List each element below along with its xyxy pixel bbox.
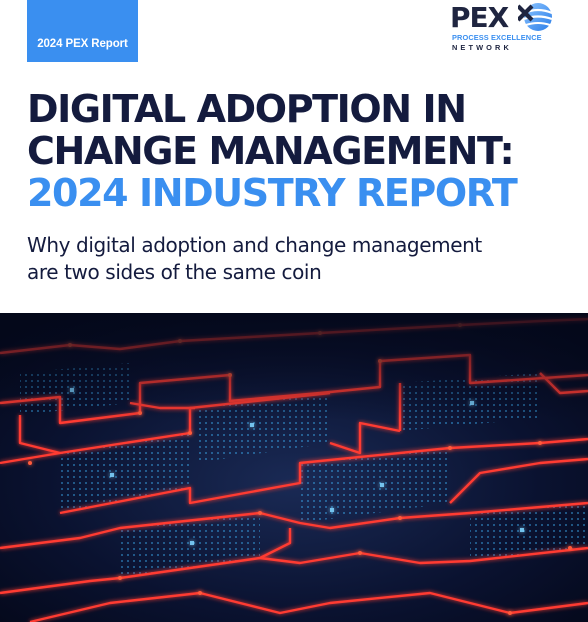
pex-logo: PEX PROCESS EXCELLENCE NETWORK	[450, 2, 560, 54]
logo-wordmark: PEX	[450, 1, 509, 34]
subtitle-line-2: are two sides of the same coin	[27, 260, 322, 284]
circuit-maze-illustration	[0, 313, 588, 622]
subtitle-line-1: Why digital adoption and change manageme…	[27, 233, 482, 257]
hero-image	[0, 313, 588, 622]
title-line-3: 2024 INDUSTRY REPORT	[27, 171, 518, 215]
logo-tagline-bottom: NETWORK	[452, 43, 512, 52]
logo-tagline-top: PROCESS EXCELLENCE	[452, 33, 542, 42]
report-badge: 2024 PEX Report	[27, 0, 138, 62]
globe-icon	[518, 3, 553, 31]
report-title: DIGITAL ADOPTION IN CHANGE MANAGEMENT: 2…	[27, 87, 518, 215]
title-line-2: CHANGE MANAGEMENT:	[27, 129, 515, 173]
title-line-1: DIGITAL ADOPTION IN	[27, 87, 467, 131]
report-subtitle: Why digital adoption and change manageme…	[27, 232, 572, 286]
report-badge-label: 2024 PEX Report	[37, 38, 128, 50]
